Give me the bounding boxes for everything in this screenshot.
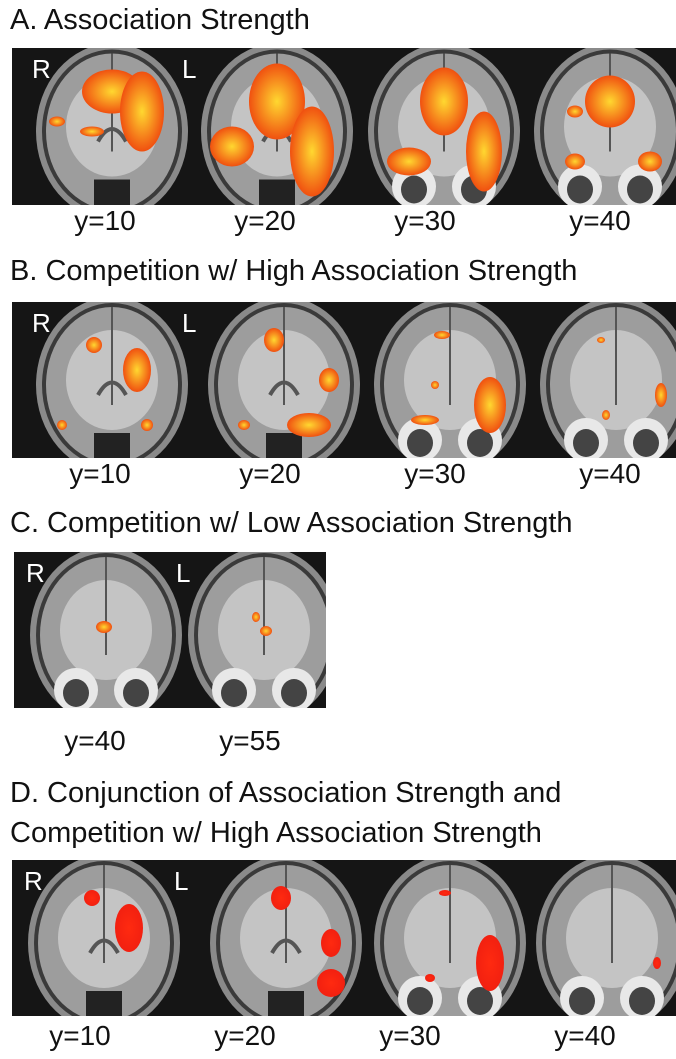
eye xyxy=(573,429,599,457)
activation xyxy=(319,368,339,392)
activation xyxy=(210,127,254,167)
slice-label: y=10 xyxy=(69,458,131,490)
side-label: R xyxy=(32,308,51,338)
panel-title: C. Competition w/ Low Association Streng… xyxy=(10,507,573,540)
activation xyxy=(252,612,260,622)
side-label: L xyxy=(176,558,190,588)
eye xyxy=(281,679,307,707)
eye xyxy=(467,987,493,1015)
slice-label: y=40 xyxy=(554,1020,616,1052)
activation xyxy=(123,348,151,392)
side-label: R xyxy=(24,866,43,896)
eye xyxy=(221,679,247,707)
activation xyxy=(431,381,439,389)
figure: A. Association StrengthRLy=10y=20y=30y=4… xyxy=(0,0,676,1059)
eye xyxy=(63,679,89,707)
activation xyxy=(411,415,439,425)
activation xyxy=(141,419,153,431)
activation xyxy=(474,377,506,433)
side-label: L xyxy=(174,866,188,896)
activation xyxy=(238,420,250,430)
activation xyxy=(655,383,667,407)
brainstem xyxy=(86,991,122,1016)
activation xyxy=(387,148,431,176)
panel-title: A. Association Strength xyxy=(10,4,310,37)
eye xyxy=(633,429,659,457)
brainstem xyxy=(266,433,302,458)
eye xyxy=(467,429,493,457)
activation xyxy=(638,152,662,172)
activation xyxy=(420,68,468,136)
activation xyxy=(120,72,164,152)
eye xyxy=(629,987,655,1015)
activation xyxy=(476,935,504,991)
eye xyxy=(407,429,433,457)
slice-label: y=10 xyxy=(74,205,136,237)
activation xyxy=(585,76,635,128)
slice-label: y=20 xyxy=(214,1020,276,1052)
side-label: L xyxy=(182,308,196,338)
activation xyxy=(602,410,610,420)
activation xyxy=(439,890,451,896)
activation xyxy=(317,969,345,997)
eye xyxy=(569,987,595,1015)
panel-title: Competition w/ High Association Strength xyxy=(10,817,542,850)
slice-label: y=40 xyxy=(569,205,631,237)
slice-label: y=30 xyxy=(394,205,456,237)
activation xyxy=(49,117,65,127)
eye xyxy=(401,176,427,204)
activation xyxy=(115,904,143,952)
panel-title: B. Competition w/ High Association Stren… xyxy=(10,255,577,288)
activation xyxy=(565,154,585,170)
eye xyxy=(407,987,433,1015)
brainstem xyxy=(94,433,130,458)
brainstem xyxy=(268,991,304,1016)
slice-label: y=20 xyxy=(239,458,301,490)
activation xyxy=(434,331,450,339)
activation xyxy=(287,413,331,437)
slice-label: y=10 xyxy=(49,1020,111,1052)
activation xyxy=(425,974,435,982)
activation xyxy=(290,107,334,197)
brainstem xyxy=(94,180,130,206)
slice-label: y=30 xyxy=(404,458,466,490)
eye xyxy=(627,176,653,204)
activation xyxy=(84,890,100,906)
brainstem xyxy=(259,180,295,206)
activation xyxy=(86,337,102,353)
slice-label: y=30 xyxy=(379,1020,441,1052)
activation xyxy=(653,957,661,969)
activation xyxy=(80,127,104,137)
slice-label: y=40 xyxy=(64,725,126,757)
side-label: L xyxy=(182,54,196,84)
activation xyxy=(567,106,583,118)
eye xyxy=(123,679,149,707)
activation xyxy=(597,337,605,343)
activation xyxy=(321,929,341,957)
activation xyxy=(466,112,502,192)
activation xyxy=(260,626,272,636)
slice-label: y=20 xyxy=(234,205,296,237)
slice-label: y=40 xyxy=(579,458,641,490)
slice-label: y=55 xyxy=(219,725,281,757)
activation xyxy=(57,420,67,430)
activation xyxy=(264,328,284,352)
activation xyxy=(271,886,291,910)
panel-title: D. Conjunction of Association Strength a… xyxy=(10,777,561,810)
eye xyxy=(567,176,593,204)
side-label: R xyxy=(26,558,45,588)
side-label: R xyxy=(32,54,51,84)
activation xyxy=(96,621,112,633)
